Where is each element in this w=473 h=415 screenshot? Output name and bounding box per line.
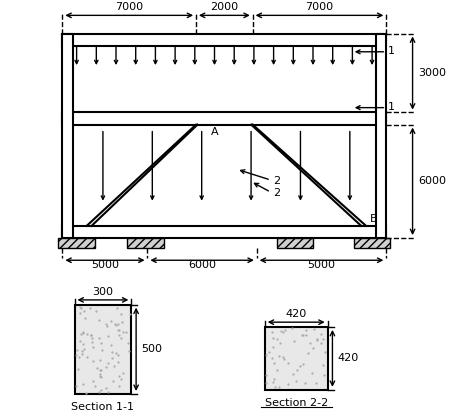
Text: 420: 420 <box>286 309 307 319</box>
Text: Section 1-1: Section 1-1 <box>71 402 134 412</box>
Text: B: B <box>370 214 378 224</box>
Text: 300: 300 <box>92 287 114 297</box>
Bar <box>376 34 386 238</box>
Bar <box>62 34 72 238</box>
Text: 6000: 6000 <box>419 176 447 186</box>
Bar <box>75 305 131 394</box>
Bar <box>62 226 386 238</box>
Bar <box>58 238 95 248</box>
Bar <box>265 327 328 390</box>
Text: Section 2-2: Section 2-2 <box>264 398 328 408</box>
Text: 7000: 7000 <box>306 2 333 12</box>
Bar <box>127 238 164 248</box>
Text: 6000: 6000 <box>188 259 216 269</box>
Bar <box>62 34 386 46</box>
Bar <box>277 238 314 248</box>
Bar <box>62 112 386 124</box>
Text: 2000: 2000 <box>210 2 238 12</box>
Text: 2: 2 <box>273 188 280 198</box>
Text: 1: 1 <box>388 102 395 112</box>
Text: A: A <box>210 127 218 137</box>
Text: 420: 420 <box>338 354 359 364</box>
Text: 1: 1 <box>388 46 395 56</box>
Text: 5000: 5000 <box>91 259 119 269</box>
Text: 2: 2 <box>273 176 280 186</box>
Text: 3000: 3000 <box>419 68 447 78</box>
Text: 500: 500 <box>141 344 162 354</box>
Bar <box>354 238 390 248</box>
Text: 7000: 7000 <box>115 2 143 12</box>
Text: 5000: 5000 <box>307 259 335 269</box>
